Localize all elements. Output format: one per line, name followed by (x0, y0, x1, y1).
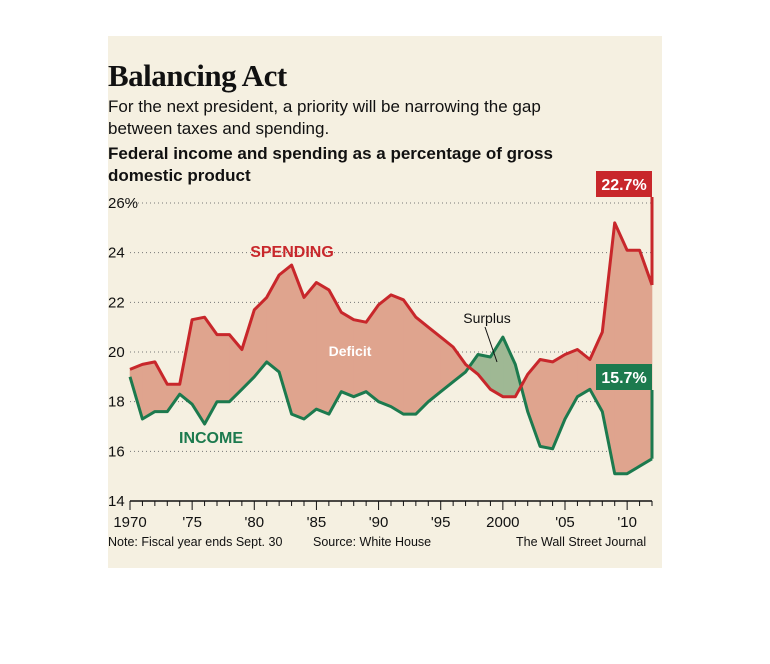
deficit-area (291, 264, 305, 420)
spending-end-label: 22.7% (601, 177, 646, 194)
income-end-label: 15.7% (601, 370, 646, 387)
deficit-area (427, 326, 442, 403)
spending-end-label-box (596, 171, 652, 197)
deficit-area (626, 249, 640, 475)
footnote: Note: Fiscal year ends Sept. 30 (108, 535, 283, 549)
deficit-area (142, 361, 156, 420)
deficit-area (378, 294, 392, 408)
y-tick-label: 16 (108, 443, 125, 460)
spending-series-label: SPENDING (250, 244, 334, 261)
y-tick-label: 26% (108, 195, 138, 212)
deficit-area (303, 281, 317, 420)
chart-description: Federal income and spending as a percent… (108, 144, 553, 185)
x-tick-label: '95 (431, 514, 451, 531)
spending-line (129, 221, 654, 399)
y-tick-label: 20 (108, 344, 125, 361)
x-tick-label: 1970 (113, 514, 146, 531)
chart-title: Balancing Act (108, 58, 287, 93)
source-note: Source: White House (313, 535, 432, 549)
deficit-area (415, 316, 429, 415)
deficit-area (390, 294, 404, 415)
y-tick-label: 18 (108, 394, 125, 411)
y-tick-label: 14 (108, 493, 125, 510)
income-line (128, 335, 653, 476)
deficit-area (266, 273, 280, 373)
x-tick-label: '05 (555, 514, 575, 531)
deficit-label: Deficit (329, 343, 372, 359)
income-series-label: INCOME (179, 430, 243, 447)
chart-subtitle: For the next president, a priority will … (108, 97, 541, 138)
income-end-label-box (596, 364, 652, 390)
surplus-label: Surplus (463, 310, 510, 326)
deficit-area (316, 281, 330, 415)
deficit-area (154, 360, 168, 412)
x-tick-label: '90 (369, 514, 389, 531)
x-tick-label: '10 (617, 514, 637, 531)
credit-note: The Wall Street Journal (516, 535, 647, 549)
deficit-area (216, 334, 230, 403)
x-tick-label: '75 (182, 514, 202, 531)
x-tick-label: '80 (245, 514, 265, 531)
surplus-leader-line (484, 326, 498, 363)
y-tick-label: 22 (108, 294, 125, 311)
x-tick-label: '85 (307, 514, 327, 531)
deficit-area (539, 359, 553, 450)
deficit-area (614, 222, 628, 475)
surplus-area (502, 336, 516, 398)
y-tick-label: 24 (108, 245, 125, 262)
x-tick-label: 2000 (486, 514, 519, 531)
